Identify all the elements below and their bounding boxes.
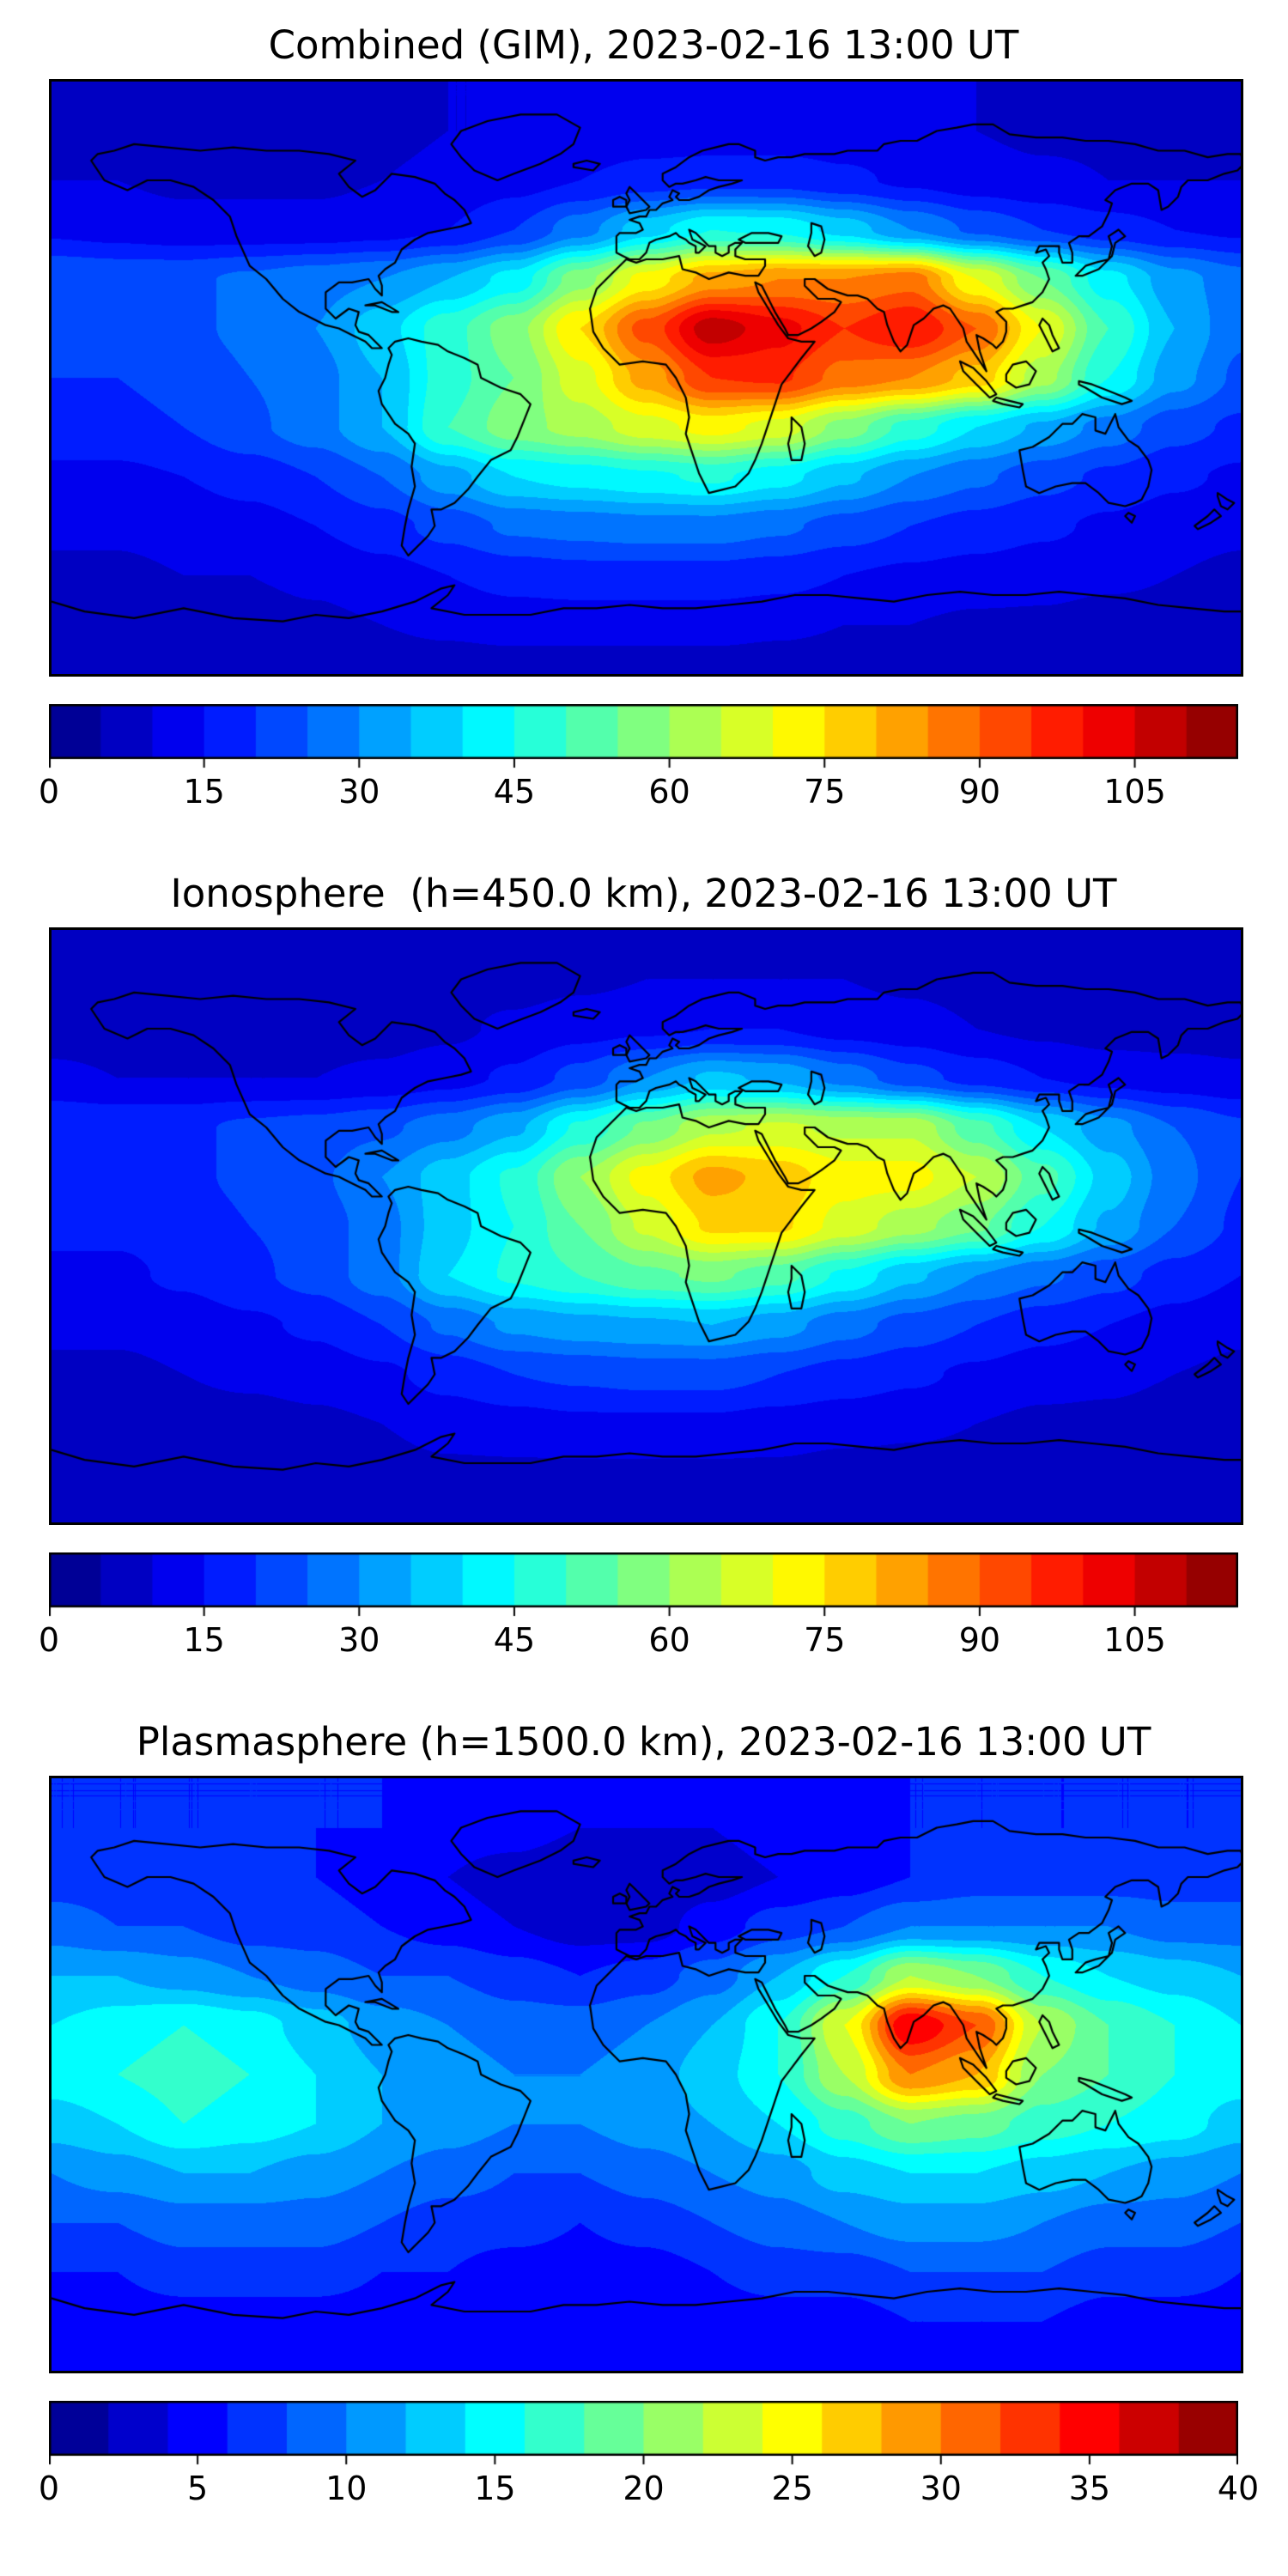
colorbar-tick-label: 5 — [187, 2470, 209, 2507]
colorbar-tick-labels-combined: 0 15 30 45 60 75 90 105 — [39, 773, 1238, 816]
colorbar-tick-label: 90 — [958, 1621, 1001, 1659]
colorbar-tick-label: 30 — [338, 1621, 380, 1659]
colorbar-tick-label: 60 — [648, 773, 690, 811]
chart-title-ionosphere: Ionosphere (h=450.0 km), 2023-02-16 13:0… — [170, 871, 1117, 916]
colorbar-tick-label: 40 — [1217, 2470, 1260, 2507]
chart-title-combined: Combined (GIM), 2023-02-16 13:00 UT — [268, 22, 1019, 68]
colorbar-tick-label: 0 — [38, 773, 60, 811]
colorbar-tick-label: 15 — [474, 2470, 516, 2507]
colorbar-tick-label: 45 — [493, 1621, 536, 1659]
panel-ionosphere: Ionosphere (h=450.0 km), 2023-02-16 13:0… — [0, 871, 1288, 1664]
colorbar-canvas-plasmasphere — [49, 2401, 1238, 2468]
figure-root: Combined (GIM), 2023-02-16 13:00 UT 0 15 3… — [0, 22, 1288, 2512]
colorbar-tick-label: 30 — [338, 773, 380, 811]
colorbar-canvas-combined — [49, 704, 1238, 771]
colorbar-tick-label: 75 — [804, 773, 846, 811]
colorbar-tick-label: 90 — [958, 773, 1001, 811]
panel-plasmasphere: Plasmasphere (h=1500.0 km), 2023-02-16 1… — [0, 1719, 1288, 2512]
colorbar-tick-label: 15 — [183, 1621, 225, 1659]
colorbar-tick-label: 25 — [771, 2470, 813, 2507]
colorbar-tick-labels-plasmasphere: 0 5 10 15 20 25 30 35 40 — [39, 2470, 1259, 2512]
colorbar-tick-label: 20 — [623, 2470, 665, 2507]
map-canvas-combined — [49, 79, 1243, 677]
chart-title-plasmasphere: Plasmasphere (h=1500.0 km), 2023-02-16 1… — [136, 1719, 1151, 1765]
colorbar-tick-label: 30 — [920, 2470, 962, 2507]
colorbar-tick-label: 0 — [38, 2470, 60, 2507]
panel-combined-gim: Combined (GIM), 2023-02-16 13:00 UT 0 15 3… — [0, 22, 1288, 816]
colorbar-tick-label: 0 — [38, 1621, 60, 1659]
map-canvas-ionosphere — [49, 927, 1243, 1525]
colorbar-tick-label: 35 — [1068, 2470, 1111, 2507]
colorbar-tick-label: 75 — [804, 1621, 846, 1659]
colorbar-canvas-ionosphere — [49, 1552, 1238, 1619]
colorbar-tick-label: 15 — [183, 773, 225, 811]
colorbar-tick-label: 105 — [1103, 773, 1166, 811]
colorbar-tick-label: 45 — [493, 773, 536, 811]
map-canvas-plasmasphere — [49, 1776, 1243, 2373]
colorbar-tick-labels-ionosphere: 0 15 30 45 60 75 90 105 — [39, 1621, 1238, 1664]
colorbar-tick-label: 10 — [325, 2470, 368, 2507]
colorbar-tick-label: 105 — [1103, 1621, 1166, 1659]
colorbar-tick-label: 60 — [648, 1621, 690, 1659]
